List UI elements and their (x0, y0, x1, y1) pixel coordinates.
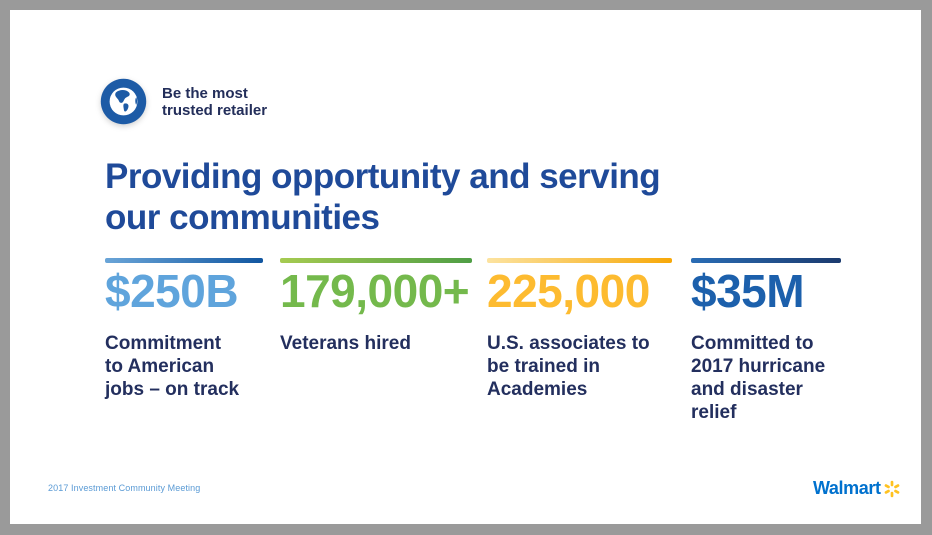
mission-statement: Be the most trusted retailer (100, 78, 267, 125)
stat-value: 179,000+ (280, 265, 470, 317)
stat-american-jobs: $250B Commitment to American jobs – on t… (105, 258, 263, 401)
stat-disaster-relief: $35M Committed to 2017 hurricane and dis… (691, 258, 841, 424)
stat-caption: Committed to 2017 hurricane and disaster… (691, 333, 826, 423)
stat-rule (105, 258, 263, 263)
walmart-spark-icon (884, 480, 899, 497)
stat-value: $250B (105, 265, 239, 317)
slide: Be the most trusted retailer Providing o… (10, 10, 921, 524)
stat-rule (487, 258, 672, 263)
stat-value: $35M (691, 265, 805, 317)
footer-meeting-label: 2017 Investment Community Meeting (48, 483, 201, 493)
stat-rule (691, 258, 841, 263)
stat-veterans-hired: 179,000+ Veterans hired (280, 258, 472, 355)
mission-label: Be the most trusted retailer (162, 84, 268, 119)
walmart-logo: Walmart (813, 478, 901, 499)
stat-caption: U.S. associates to be trained in Academi… (487, 333, 650, 400)
globe-icon (100, 78, 147, 125)
stat-rule (280, 258, 472, 263)
page-title: Providing opportunity and serving our co… (105, 157, 661, 237)
walmart-wordmark: Walmart (813, 478, 881, 498)
stat-value: 225,000 (487, 265, 650, 317)
stat-caption: Commitment to American jobs – on track (105, 333, 240, 400)
stat-academies-training: 225,000 U.S. associates to be trained in… (487, 258, 672, 401)
stat-caption: Veterans hired (280, 333, 411, 354)
